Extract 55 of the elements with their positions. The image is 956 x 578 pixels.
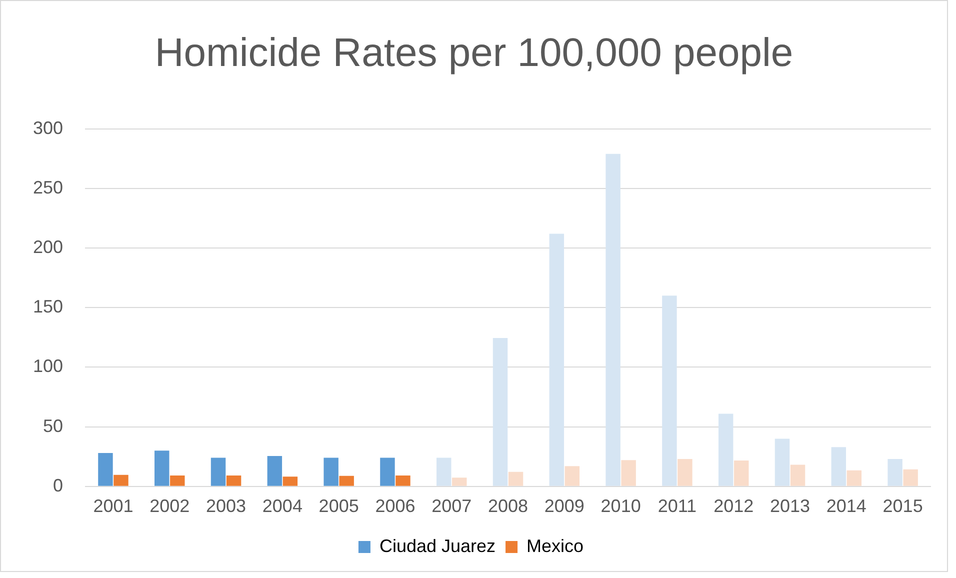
bar: [549, 234, 564, 486]
bar: [606, 154, 620, 486]
x-tick-label: 2001: [93, 496, 134, 516]
x-tick-label: 2006: [375, 496, 416, 516]
x-tick-label: 2010: [600, 496, 641, 516]
y-tick-label: 200: [32, 236, 64, 257]
bar: [339, 476, 354, 486]
x-tick-label: 2004: [262, 496, 302, 516]
x-tick-label: 2012: [714, 496, 754, 516]
bar: [774, 438, 790, 486]
y-tick-label: 250: [32, 177, 64, 198]
bar: [396, 476, 410, 486]
bar: [734, 460, 749, 486]
bar: [790, 464, 806, 486]
bar: [846, 470, 862, 486]
y-tick-label: 50: [43, 416, 64, 436]
bar: [380, 458, 395, 486]
bar: [226, 476, 242, 486]
x-tick-label: 2003: [206, 496, 246, 516]
bar: [718, 414, 734, 486]
bar: [267, 456, 282, 486]
bar: [114, 474, 128, 486]
legend-label: Mexico: [526, 536, 584, 556]
chart-title: Homicide Rates per 100,000 people: [154, 31, 794, 76]
bar: [436, 458, 452, 486]
bar: [282, 476, 298, 486]
legend-label: Ciudad Juarez: [379, 536, 496, 556]
bar: [888, 458, 902, 486]
bar: [831, 447, 846, 486]
bar: [903, 469, 918, 486]
x-tick-label: 2005: [318, 496, 359, 516]
bar: [170, 476, 185, 486]
x-tick-label: 2008: [488, 496, 528, 516]
bar: [210, 458, 226, 486]
bar: [564, 466, 580, 486]
bar: [508, 472, 524, 486]
x-tick-label: 2014: [826, 496, 866, 516]
bar: [662, 296, 677, 486]
bar: [324, 458, 338, 486]
y-tick-label: 100: [32, 356, 64, 376]
x-tick-label: 2011: [658, 496, 697, 516]
x-tick-label: 2013: [770, 496, 810, 516]
bar: [154, 450, 170, 486]
y-tick-label: 0: [53, 475, 64, 496]
bar: [621, 460, 636, 486]
x-tick-label: 2015: [882, 496, 923, 516]
bar: [98, 453, 113, 486]
x-tick-label: 2002: [150, 496, 190, 516]
x-tick-label: 2009: [544, 496, 584, 516]
x-tick-label: 2007: [432, 496, 472, 516]
bar: [452, 478, 467, 486]
bar: [678, 458, 692, 486]
y-tick-label: 150: [32, 296, 64, 317]
y-tick-label: 300: [32, 118, 64, 138]
bar: [492, 338, 508, 486]
